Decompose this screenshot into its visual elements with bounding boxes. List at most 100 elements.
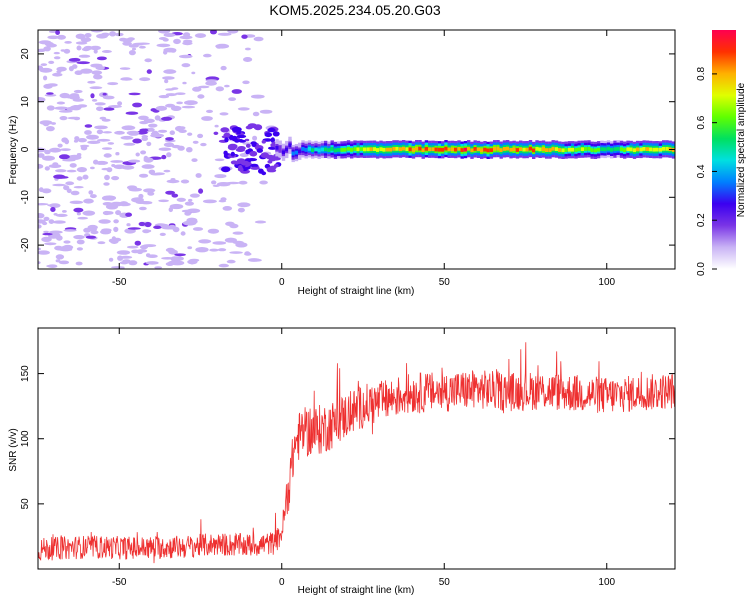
noise-cell	[161, 116, 173, 121]
noise-cell	[47, 204, 57, 207]
noise-cell	[272, 131, 280, 137]
noise-cell	[271, 156, 281, 161]
noise-cell	[153, 225, 162, 229]
noise-cell	[198, 239, 212, 244]
noise-cell	[113, 219, 119, 224]
noise-cell	[89, 45, 101, 51]
noise-cell	[76, 176, 83, 181]
noise-cell	[57, 143, 63, 148]
band-cell	[649, 147, 653, 152]
noise-cell	[55, 213, 68, 217]
noise-cell	[243, 57, 253, 62]
noise-cell	[77, 138, 87, 143]
band-cell	[584, 147, 588, 151]
band-cell	[593, 148, 598, 153]
band-cell	[665, 146, 669, 151]
noise-cell	[59, 154, 70, 160]
noise-cell	[110, 160, 124, 163]
noise-cell	[166, 152, 172, 158]
noise-cell	[102, 210, 111, 216]
band-cell	[366, 147, 370, 152]
noise-cell	[226, 181, 241, 185]
noise-cell	[98, 219, 111, 224]
noise-cell	[270, 137, 275, 143]
noise-cell	[245, 143, 251, 148]
noise-cell	[115, 210, 122, 216]
noise-cell	[101, 147, 113, 150]
noise-cell	[168, 207, 173, 213]
noise-cell	[122, 41, 132, 46]
noise-cell	[120, 78, 133, 81]
noise-cell	[69, 200, 84, 204]
noise-cell	[176, 101, 184, 105]
noise-cell	[164, 79, 169, 84]
noise-cell	[43, 230, 49, 234]
band-cell	[418, 146, 422, 151]
noise-cell	[56, 66, 67, 72]
noise-cell	[94, 102, 106, 106]
noise-cell	[175, 92, 186, 95]
noise-cell	[200, 142, 207, 147]
noise-cell	[43, 216, 50, 221]
noise-cell	[191, 71, 196, 75]
noise-cell	[122, 38, 133, 43]
y-tick-label: 10	[20, 96, 31, 108]
noise-cell	[170, 48, 177, 53]
noise-cell	[198, 188, 204, 194]
noise-cell	[53, 56, 61, 60]
noise-cell	[156, 43, 171, 48]
noise-cell	[121, 125, 136, 131]
band-cell	[473, 147, 477, 151]
noise-cell	[131, 197, 144, 203]
band-cell	[502, 147, 507, 151]
noise-cell	[116, 250, 131, 255]
noise-cell	[170, 105, 182, 111]
band-cell	[408, 147, 412, 152]
noise-cell	[48, 30, 58, 33]
band-cell	[658, 147, 663, 152]
noise-cell	[165, 88, 175, 91]
band-cell	[411, 148, 416, 152]
noise-cell	[132, 102, 143, 108]
band-cell	[564, 148, 568, 152]
noise-cell	[150, 108, 157, 112]
noise-cell	[135, 152, 140, 157]
band-cell	[460, 148, 464, 152]
noise-cell	[165, 190, 176, 195]
band-cell	[454, 147, 458, 152]
noise-cell	[90, 63, 103, 68]
noise-cell	[38, 247, 41, 251]
noise-cell	[181, 63, 191, 68]
noise-cell	[214, 174, 227, 179]
noise-cell	[52, 183, 66, 187]
noise-cell	[215, 86, 224, 92]
band-cell	[532, 148, 536, 153]
noise-cell	[183, 32, 191, 38]
y-tick-label: 100	[20, 430, 31, 447]
noise-cell	[73, 139, 79, 143]
band-cell	[525, 147, 529, 152]
noise-cell	[76, 212, 81, 216]
x-tick-label: 100	[598, 277, 615, 288]
band-cell	[639, 147, 643, 152]
noise-cell	[127, 227, 141, 230]
noise-cell	[66, 188, 72, 194]
noise-cell	[158, 199, 170, 203]
noise-cell	[150, 132, 160, 136]
noise-cell	[44, 242, 57, 246]
band-cell	[278, 147, 282, 151]
snr-series-line	[38, 342, 675, 564]
noise-cell	[180, 231, 186, 236]
noise-cell	[171, 256, 184, 261]
band-cell	[675, 148, 678, 152]
colorbar-bar	[712, 30, 736, 269]
noise-cell	[232, 231, 244, 235]
noise-cell	[252, 111, 260, 117]
noise-cell	[221, 166, 231, 173]
band-cell	[434, 147, 438, 152]
noise-cell	[217, 32, 232, 36]
band-cell	[496, 146, 500, 151]
noise-cell	[158, 95, 170, 99]
band-cell	[613, 147, 617, 152]
band-cell	[489, 148, 494, 152]
